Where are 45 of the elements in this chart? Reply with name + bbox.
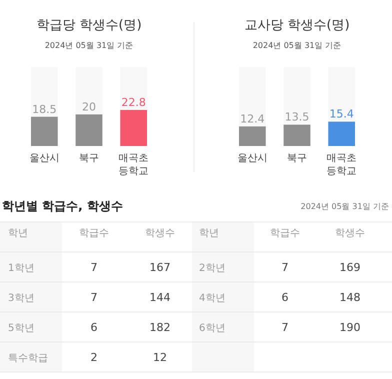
chart-subtitle: 2024년 05월 31일 기준: [44, 41, 134, 50]
chart-title: 학급당 학생수(명): [36, 18, 142, 33]
text: 7: [282, 261, 288, 274]
text: 학생수: [145, 228, 175, 239]
text: 학년: [199, 228, 219, 239]
text: 2024년 05월 31일 기준: [300, 202, 389, 211]
text: 3학년: [8, 293, 34, 304]
x-tick-label: 울산시: [29, 153, 60, 164]
x-tick-label: 북구: [287, 153, 307, 164]
text: 144: [150, 291, 170, 304]
text: 학년별 학급수, 학생수: [2, 199, 123, 213]
data-label: 18.5: [32, 102, 57, 116]
text: 7: [282, 321, 288, 334]
text: 2학년: [199, 263, 226, 274]
text: 학급수: [270, 228, 300, 239]
text: 190: [340, 321, 360, 334]
text: 167: [150, 261, 170, 274]
chart-title: 교사당 학생수(명): [244, 18, 350, 33]
text: 학년: [8, 228, 28, 239]
text: 5학년: [8, 323, 34, 334]
x-tick-label: 매곡초 등학교: [118, 153, 149, 177]
text: 2: [90, 351, 98, 364]
text: 6학년: [199, 323, 226, 334]
data-label: 20: [82, 100, 96, 114]
text: 6: [282, 291, 288, 304]
text: 특수학급: [8, 353, 48, 364]
chart-subtitle: 2024년 05월 31일 기준: [252, 41, 342, 50]
text: 182: [150, 321, 170, 334]
text: 1학년: [8, 263, 34, 274]
x-tick-label: 북구: [79, 153, 99, 164]
text: 148: [340, 291, 360, 304]
data-label: 15.4: [329, 108, 354, 121]
data-label: 22.8: [121, 96, 146, 109]
text: 6: [90, 321, 98, 334]
x-tick-label: 울산시: [237, 153, 268, 164]
text: 7: [90, 291, 98, 304]
text: 4학년: [199, 293, 226, 304]
text: 학생수: [335, 228, 365, 239]
text: 7: [90, 261, 98, 274]
data-label: 13.5: [284, 110, 310, 124]
text: 169: [340, 261, 360, 274]
x-tick-label: 매곡초 등학교: [326, 153, 357, 177]
text: 12: [153, 351, 167, 364]
data-label: 12.4: [240, 112, 265, 126]
text: 학급수: [79, 228, 109, 239]
